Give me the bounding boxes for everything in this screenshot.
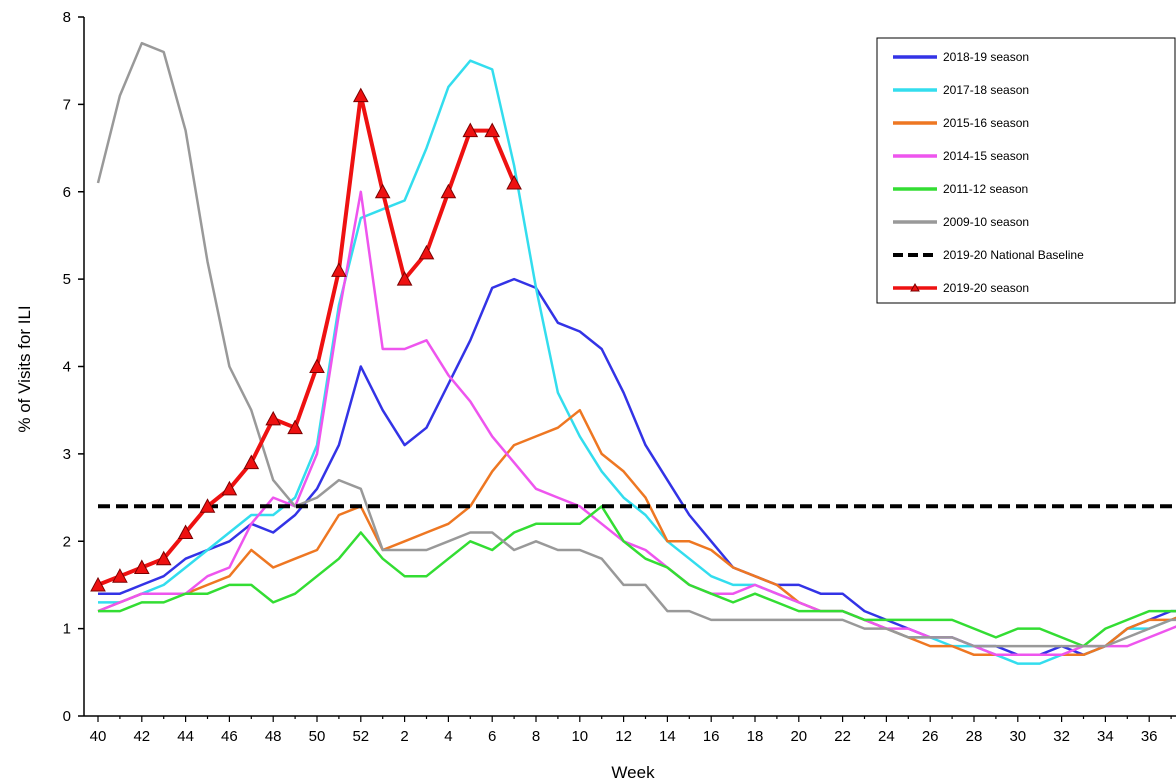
- data-point-2019-20-season: [133, 559, 150, 574]
- x-tick-label: 44: [177, 728, 194, 745]
- legend-marker: [910, 282, 920, 292]
- y-ticks: 0 1 2 3 4 5 6 7 8: [63, 9, 84, 725]
- y-tick-label: 4: [63, 359, 71, 376]
- data-point-2019-20-season: [112, 568, 128, 583]
- x-tick-label: 18: [747, 728, 764, 745]
- legend-box: [876, 37, 1176, 304]
- y-tick-label: 2: [63, 533, 71, 550]
- x-tick-label: 6: [488, 728, 496, 745]
- legend-label-2019-20-national-baseline: 2019-20 National Baseline: [943, 248, 1084, 262]
- data-point-2019-20-season: [331, 262, 347, 277]
- legend-label-2015-16-season: 2015-16 season: [943, 116, 1029, 130]
- x-tick-label: 40: [90, 728, 107, 745]
- y-axis-title: % of Visits for ILI: [15, 305, 34, 432]
- x-tick-label: 36: [1141, 728, 1158, 745]
- x-tick-label: 32: [1053, 728, 1070, 745]
- y-tick-label: 7: [63, 96, 71, 113]
- data-point-2019-20-season: [352, 87, 369, 103]
- legend-label-2018-19-season: 2018-19 season: [943, 50, 1029, 64]
- series-line-2014-15-season: [97, 190, 1176, 657]
- data-point-2019-20-season: [243, 454, 260, 470]
- x-ticks: 40 42 44 46 48 50 52 2 4 6 8 10 12 14 16 18 20 22 24 26 28 30…: [90, 716, 1172, 745]
- data-point-2019-20-season: [90, 576, 106, 592]
- x-tick-label: 50: [309, 728, 326, 745]
- data-point-2019-20-season: [287, 419, 303, 435]
- x-tick-label: 22: [834, 728, 851, 745]
- data-point-2019-20-season: [506, 174, 522, 190]
- x-tick-label: 8: [532, 728, 540, 745]
- x-axis-title: Week: [611, 763, 655, 782]
- data-point-2019-20-season: [221, 480, 238, 496]
- legend: 2018-19 season 2017-18 season 2015-16 seas…: [876, 37, 1176, 304]
- x-tick-label: 12: [615, 728, 632, 745]
- x-tick-label: 24: [878, 728, 895, 745]
- data-point-2019-20-season: [440, 183, 457, 199]
- x-tick-label: 20: [790, 728, 807, 745]
- legend-label-2019-20-season: 2019-20 season: [943, 281, 1029, 295]
- y-tick-label: 3: [63, 446, 71, 463]
- x-tick-label: 26: [922, 728, 939, 745]
- x-tick-label: 52: [352, 728, 369, 745]
- y-tick-label: 6: [63, 184, 71, 201]
- x-tick-label: 34: [1097, 728, 1114, 745]
- x-tick-label: 4: [444, 728, 452, 745]
- x-tick-label: 10: [571, 728, 588, 745]
- legend-label-2017-18-season: 2017-18 season: [943, 83, 1029, 97]
- x-tick-label: 28: [966, 728, 983, 745]
- data-point-2019-20-season: [265, 410, 282, 426]
- x-tick-label: 46: [221, 728, 238, 745]
- series-line-2009-10-season: [96, 41, 1176, 648]
- series-line-2011-12-season: [98, 505, 1176, 648]
- data-point-2019-20-season: [309, 358, 325, 373]
- legend-label-2014-15-season: 2014-15 season: [943, 149, 1029, 163]
- legend-label-2009-10-season: 2009-10 season: [943, 215, 1029, 229]
- y-tick-label: 8: [63, 9, 71, 26]
- data-point-2019-20-season: [396, 271, 413, 286]
- legend-label-2011-12-season: 2011-12 season: [943, 182, 1028, 196]
- x-tick-label: 30: [1009, 728, 1026, 745]
- y-tick-label: 0: [63, 708, 71, 725]
- data-point-2019-20-season: [177, 524, 194, 540]
- y-tick-label: 5: [63, 271, 71, 288]
- x-tick-label: 42: [133, 728, 150, 745]
- y-tick-label: 1: [63, 621, 71, 638]
- x-tick-label: 2: [400, 728, 408, 745]
- x-tick-label: 14: [659, 728, 676, 745]
- series-line-2018-19-season: [98, 277, 1176, 657]
- series-line-2019-20-season: [97, 93, 516, 587]
- data-point-2019-20-season: [374, 183, 391, 199]
- data-point-2019-20-season: [418, 244, 435, 260]
- data-point-2019-20-season: [199, 498, 216, 513]
- series-layer: [90, 41, 1176, 665]
- data-point-2019-20-season: [155, 550, 172, 566]
- x-tick-label: 48: [265, 728, 282, 745]
- data-point-2019-20-season: [484, 122, 501, 138]
- x-tick-label: 16: [703, 728, 720, 745]
- data-point-2019-20-season: [462, 122, 479, 138]
